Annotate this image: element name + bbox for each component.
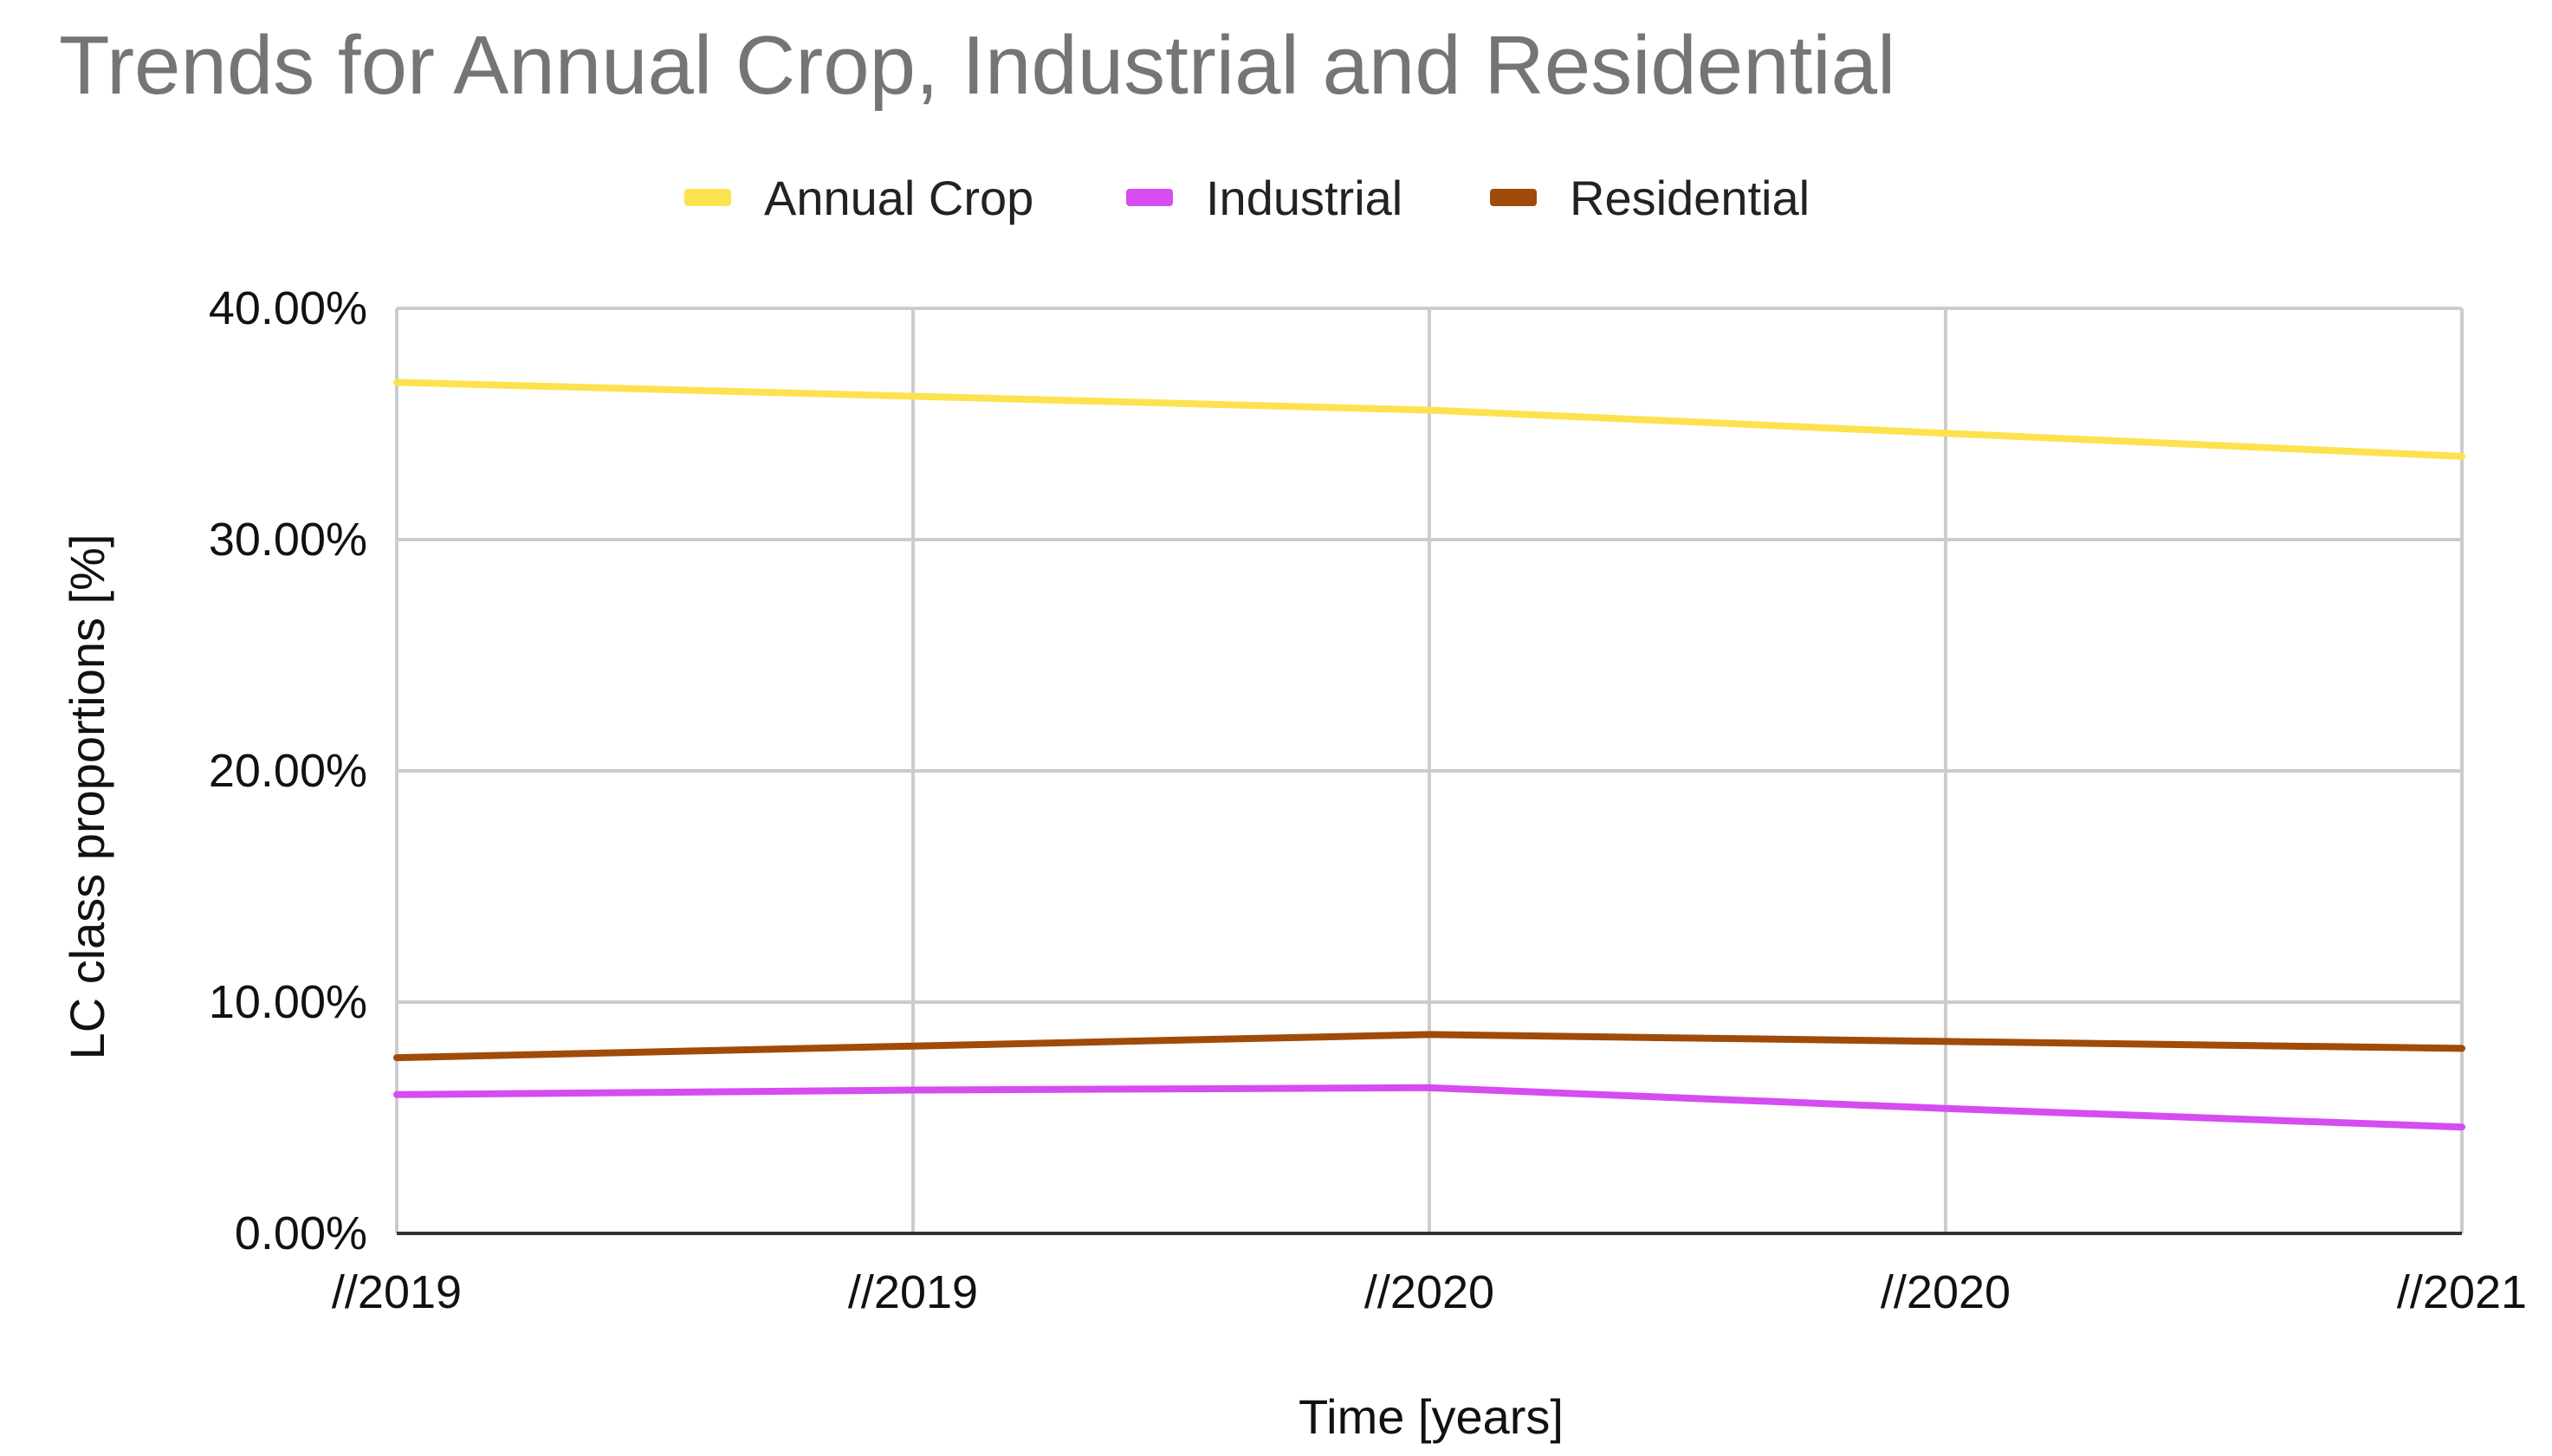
y-tick-label: 20.00% (209, 745, 367, 797)
x-axis-ticks: //2019 //2019 //2020 //2020 //2021 (332, 1266, 2527, 1318)
y-axis-label: LC class proportions [%] (60, 534, 114, 1060)
x-tick-label: //2019 (332, 1266, 462, 1318)
series-line-industrial (393, 1084, 2465, 1131)
series-line-residential (393, 1031, 2465, 1062)
x-tick-label: //2020 (1881, 1266, 2011, 1318)
x-tick-label: //2021 (2397, 1266, 2527, 1318)
legend-label-residential: Residential (1570, 171, 1810, 225)
legend-label-industrial: Industrial (1206, 171, 1402, 225)
series-line-annual-crop (393, 379, 2465, 460)
x-tick-label: //2019 (848, 1266, 978, 1318)
x-axis-label: Time [years] (1299, 1389, 1564, 1444)
chart-title: Trends for Annual Crop, Industrial and R… (59, 19, 1895, 112)
y-tick-label: 10.00% (209, 976, 367, 1028)
legend-swatch-industrial (1126, 189, 1173, 206)
legend-label-annual-crop: Annual Crop (764, 171, 1033, 225)
y-tick-label: 30.00% (209, 514, 367, 566)
gridlines (395, 307, 2464, 1233)
series-lines (393, 379, 2465, 1131)
y-tick-label: 40.00% (209, 282, 367, 334)
legend: Annual Crop Industrial Residential (684, 171, 1810, 225)
legend-swatch-annual-crop (684, 189, 731, 206)
y-axis-ticks: 0.00% 10.00% 20.00% 30.00% 40.00% (209, 282, 367, 1259)
legend-swatch-residential (1490, 189, 1537, 206)
y-tick-label: 0.00% (235, 1207, 367, 1259)
x-tick-label: //2020 (1364, 1266, 1494, 1318)
